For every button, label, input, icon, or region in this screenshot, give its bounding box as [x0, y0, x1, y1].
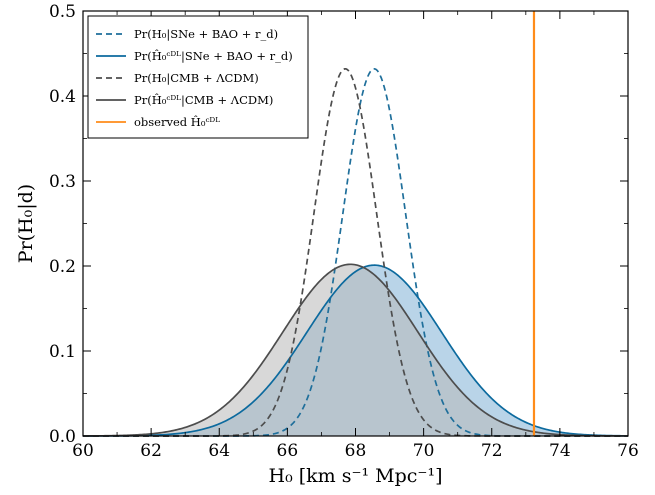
- y-tick-label: 0.5: [49, 2, 76, 22]
- x-tick-label: 70: [413, 441, 435, 461]
- x-tick-label: 76: [617, 441, 639, 461]
- series-line-3: [83, 263, 628, 437]
- y-tick-label: 0.4: [49, 87, 76, 107]
- legend: Pr(H₀|SNe + BAO + r_d) Pr(Ĥ₀ᶜᴰᴸ|SNe + BAO…: [87, 15, 309, 139]
- legend-label-0: Pr(H₀|SNe + BAO + r_d): [134, 27, 278, 42]
- y-axis-title: Pr(H₀|d): [15, 184, 37, 263]
- legend-label-2: Pr(H₀|CMB + ΛCDM): [134, 71, 259, 86]
- series-line-1: [83, 264, 629, 437]
- legend-label-1: Pr(Ĥ₀ᶜᴰᴸ|SNe + BAO + r_d): [134, 49, 293, 64]
- x-tick-label: 66: [277, 441, 299, 461]
- fill-layer: [83, 264, 628, 436]
- x-tick-label: 62: [140, 441, 162, 461]
- y-tick-label: 0.0: [49, 427, 76, 447]
- x-tick-label: 60: [72, 441, 94, 461]
- x-tick-label: 64: [208, 441, 230, 461]
- y-tick-label: 0.3: [49, 172, 76, 192]
- x-axis-title: H₀ [km s⁻¹ Mpc⁻¹]: [269, 465, 443, 487]
- x-tick-label: 68: [345, 441, 367, 461]
- y-tick-label: 0.2: [49, 257, 76, 277]
- x-tick-label: 72: [481, 441, 503, 461]
- legend-label-4: observed Ĥ₀ᶜᴰᴸ: [134, 115, 220, 129]
- legend-box: [87, 15, 309, 139]
- y-axis: 0.0 0.1 0.2 0.3 0.4 0.5: [49, 2, 628, 447]
- legend-label-3: Pr(Ĥ₀ᶜᴰᴸ|CMB + ΛCDM): [134, 93, 273, 108]
- x-tick-label: 74: [549, 441, 571, 461]
- y-tick-label: 0.1: [49, 342, 76, 362]
- series-fill-3: [83, 264, 628, 436]
- x-axis: 60 62 64 66 68 70 72 74 76: [72, 11, 639, 461]
